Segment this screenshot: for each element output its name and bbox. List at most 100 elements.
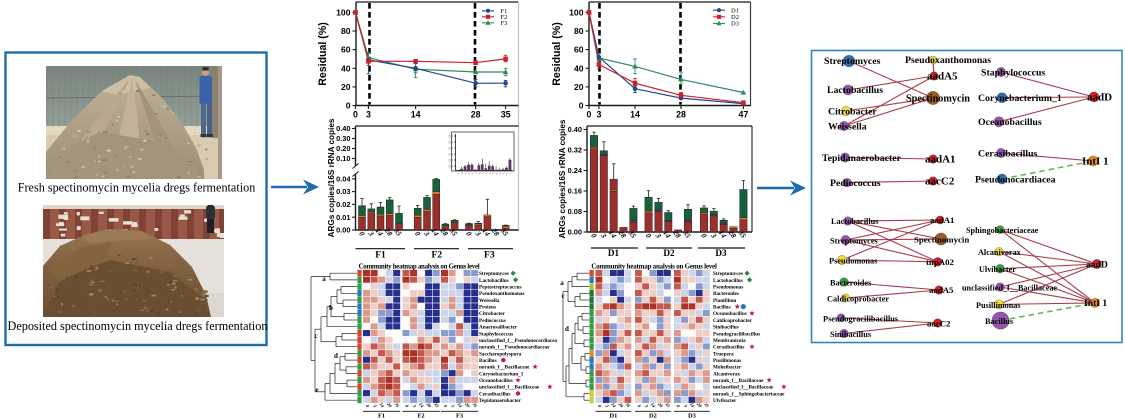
svg-text:14: 14 (717, 228, 729, 239)
svg-text:0: 0 (597, 404, 603, 409)
svg-text:0.10: 0.10 (336, 154, 350, 163)
svg-text:47: 47 (739, 110, 749, 120)
svg-text:3: 3 (599, 231, 609, 240)
svg-text:Residual (%): Residual (%) (317, 22, 329, 86)
svg-text:0.20: 0.20 (336, 144, 350, 153)
svg-text:a: a (560, 279, 564, 287)
svg-text:Anaerosalibacter: Anaerosalibacter (479, 325, 518, 331)
svg-text:F3: F3 (484, 251, 495, 261)
svg-text:35: 35 (624, 401, 632, 409)
svg-text:0: 0 (464, 229, 474, 237)
svg-text:Oceanobacillus: Oceanobacillus (978, 117, 1042, 128)
svg-text:Saccharopolyspora: Saccharopolyspora (479, 351, 522, 357)
svg-text:Caldicoprobacter: Caldicoprobacter (827, 295, 889, 304)
svg-text:20: 20 (574, 82, 584, 92)
svg-text:1: 1 (457, 171, 461, 175)
svg-text:norank_f__Sphingobacteriaceae: norank_f__Sphingobacteriaceae (713, 391, 785, 397)
svg-text:3: 3 (372, 403, 378, 409)
svg-text:1: 1 (481, 171, 485, 175)
svg-text:Corynebacterium_1: Corynebacterium_1 (978, 93, 1062, 104)
svg-text:14: 14 (418, 402, 425, 409)
svg-text:0: 0 (357, 229, 367, 237)
svg-text:14: 14 (481, 226, 493, 237)
svg-text:28: 28 (463, 401, 471, 409)
svg-text:35: 35 (432, 401, 440, 409)
svg-text:Pseudogracilibacillus: Pseudogracilibacillus (713, 331, 760, 337)
svg-text:Pseudomonas: Pseudomonas (829, 257, 878, 266)
svg-text:aadA1: aadA1 (925, 154, 956, 166)
svg-text:unclassified_f__Pseudonocardia: unclassified_f__Pseudonocardiacea (479, 338, 558, 344)
svg-text:ARGs copies/16S rRNA copies: ARGs copies/16S rRNA copies (327, 118, 336, 237)
svg-text:c: c (314, 332, 317, 340)
svg-text:35: 35 (703, 401, 711, 409)
svg-text:0.2: 0.2 (449, 141, 454, 145)
svg-text:Citrobacter: Citrobacter (828, 107, 877, 118)
svg-text:0.01: 0.01 (336, 213, 350, 222)
svg-text:1: 1 (495, 171, 499, 175)
svg-text:1: 1 (460, 171, 464, 175)
svg-text:aadD: aadD (1087, 92, 1112, 104)
svg-text:40: 40 (341, 63, 351, 73)
svg-text:0: 0 (675, 404, 681, 409)
svg-text:28: 28 (656, 401, 664, 409)
svg-text:3: 3 (422, 229, 432, 238)
svg-text:0: 0 (579, 101, 584, 111)
svg-text:100: 100 (336, 7, 351, 17)
svg-text:Pusillimonas: Pusillimonas (976, 301, 1021, 310)
svg-text:aacC2: aacC2 (925, 176, 955, 188)
svg-text:aacC2: aacC2 (927, 318, 951, 328)
svg-text:28: 28 (695, 401, 703, 409)
svg-text:35: 35 (471, 401, 479, 409)
svg-text:14: 14 (378, 402, 385, 409)
svg-text:1: 1 (508, 171, 512, 175)
svg-text:0.02: 0.02 (336, 200, 350, 209)
svg-text:1: 1 (467, 171, 471, 175)
svg-text:0.2: 0.2 (449, 165, 454, 169)
svg-text:IntI 1: IntI 1 (1082, 156, 1109, 168)
svg-text:0.40: 0.40 (336, 124, 350, 133)
svg-text:Streptomyces: Streptomyces (479, 271, 509, 277)
svg-text:Truepera: Truepera (713, 351, 734, 357)
svg-text:28: 28 (385, 401, 393, 409)
svg-text:60: 60 (341, 45, 351, 55)
svg-text:Bacillus: Bacillus (479, 358, 497, 364)
svg-text:28: 28 (617, 401, 625, 409)
svg-text:Staphylococcus: Staphylococcus (479, 331, 513, 337)
svg-text:35: 35 (664, 401, 672, 409)
svg-text:0.24: 0.24 (568, 166, 583, 175)
svg-text:1: 1 (491, 171, 495, 175)
svg-text:0.2: 0.2 (449, 159, 454, 163)
svg-text:0.16: 0.16 (568, 187, 582, 196)
svg-text:60: 60 (574, 45, 584, 55)
svg-text:0.03: 0.03 (336, 187, 350, 196)
svg-text:14: 14 (630, 110, 640, 120)
svg-text:Weissella: Weissella (828, 122, 867, 133)
svg-text:D2: D2 (731, 14, 739, 21)
svg-text:tnpA02: tnpA02 (926, 257, 954, 267)
svg-text:Streptomyces: Streptomyces (713, 271, 743, 277)
svg-text:3: 3 (682, 403, 688, 409)
svg-text:Ulvibacter: Ulvibacter (713, 398, 737, 404)
svg-text:e: e (315, 386, 318, 394)
svg-text:a: a (322, 275, 326, 283)
svg-text:80: 80 (341, 26, 351, 36)
svg-text:Tepidanaerobacter: Tepidanaerobacter (479, 398, 521, 404)
svg-text:aadA1: aadA1 (930, 215, 954, 225)
svg-text:Bacillus: Bacillus (713, 305, 731, 311)
svg-text:F3: F3 (501, 20, 508, 27)
svg-text:IntI 1: IntI 1 (1084, 298, 1107, 309)
svg-text:28: 28 (471, 110, 481, 120)
svg-text:0: 0 (346, 101, 351, 111)
svg-text:0: 0 (636, 404, 642, 409)
svg-text:Community heatmap analysis on: Community heatmap analysis on Genus leve… (359, 264, 480, 271)
svg-text:Spectinomycin: Spectinomycin (914, 235, 969, 245)
svg-text:ARGs copies/16S rRNA copies: ARGs copies/16S rRNA copies (558, 119, 567, 238)
svg-text:80: 80 (574, 26, 584, 36)
svg-text:F1: F1 (501, 8, 508, 15)
svg-text:F3: F3 (456, 412, 463, 419)
svg-text:40: 40 (574, 63, 584, 73)
svg-text:28: 28 (425, 401, 433, 409)
svg-text:0: 0 (699, 231, 709, 239)
svg-text:Corynebacterium_1: Corynebacterium_1 (479, 371, 524, 377)
svg-text:Bacillus: Bacillus (985, 317, 1014, 326)
